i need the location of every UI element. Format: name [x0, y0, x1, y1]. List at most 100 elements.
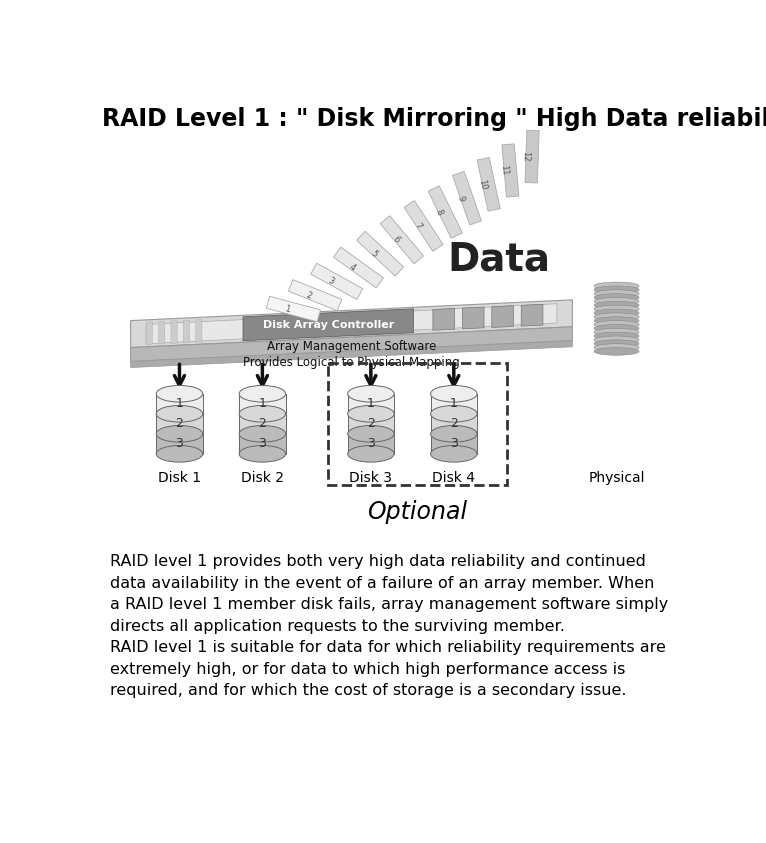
Text: 3: 3 [367, 438, 375, 450]
Polygon shape [243, 309, 414, 341]
Text: 2: 2 [175, 417, 183, 430]
Ellipse shape [430, 405, 477, 422]
Polygon shape [267, 297, 320, 322]
Polygon shape [333, 247, 384, 287]
Ellipse shape [430, 385, 477, 402]
Polygon shape [521, 304, 543, 326]
Polygon shape [311, 263, 363, 299]
Polygon shape [239, 414, 286, 434]
Polygon shape [146, 322, 152, 345]
Text: 2: 2 [258, 417, 267, 430]
Ellipse shape [594, 332, 639, 340]
Polygon shape [463, 307, 484, 329]
Polygon shape [428, 185, 463, 239]
Text: Disk 2: Disk 2 [241, 470, 284, 485]
Ellipse shape [594, 328, 639, 336]
Ellipse shape [239, 426, 286, 442]
Text: Disk 3: Disk 3 [349, 470, 392, 485]
Polygon shape [477, 158, 500, 212]
Polygon shape [239, 434, 286, 454]
Polygon shape [430, 414, 477, 434]
Text: 10: 10 [477, 178, 488, 191]
Text: RAID Level 1 : " Disk Mirroring " High Data reliability: RAID Level 1 : " Disk Mirroring " High D… [102, 107, 766, 132]
Text: Physical: Physical [588, 470, 645, 485]
Ellipse shape [239, 405, 286, 422]
Text: 2: 2 [450, 417, 458, 430]
Text: 5: 5 [369, 249, 379, 259]
Ellipse shape [594, 347, 639, 355]
Text: 8: 8 [434, 207, 444, 217]
Polygon shape [348, 414, 394, 434]
Polygon shape [453, 171, 481, 225]
Polygon shape [131, 341, 572, 368]
Polygon shape [146, 303, 557, 344]
Polygon shape [156, 434, 203, 454]
Polygon shape [380, 216, 424, 264]
Text: 4: 4 [348, 262, 357, 272]
Ellipse shape [156, 426, 203, 442]
Polygon shape [430, 394, 477, 414]
Ellipse shape [594, 286, 639, 293]
Polygon shape [348, 434, 394, 454]
Ellipse shape [348, 385, 394, 402]
Ellipse shape [594, 344, 639, 352]
Polygon shape [492, 306, 513, 327]
Polygon shape [196, 319, 202, 342]
Polygon shape [357, 231, 404, 276]
Text: Data: Data [447, 240, 550, 278]
Ellipse shape [156, 445, 203, 462]
Ellipse shape [594, 336, 639, 344]
Polygon shape [131, 300, 572, 347]
Text: 1: 1 [450, 397, 458, 411]
Text: 1: 1 [258, 397, 267, 411]
Polygon shape [156, 394, 203, 414]
Text: 1: 1 [283, 304, 291, 314]
Ellipse shape [594, 317, 639, 325]
Polygon shape [171, 320, 177, 343]
Ellipse shape [239, 445, 286, 462]
Text: 7: 7 [412, 221, 423, 231]
Text: 9: 9 [456, 194, 466, 202]
Polygon shape [525, 130, 539, 183]
Text: 2: 2 [305, 290, 313, 300]
Text: 1: 1 [367, 397, 375, 411]
Polygon shape [131, 327, 572, 362]
Text: 11: 11 [499, 165, 509, 176]
Ellipse shape [348, 445, 394, 462]
Ellipse shape [594, 290, 639, 298]
Polygon shape [404, 201, 443, 251]
Text: 2: 2 [367, 417, 375, 430]
Text: 12: 12 [521, 151, 531, 162]
Ellipse shape [430, 426, 477, 442]
Ellipse shape [594, 298, 639, 305]
Ellipse shape [156, 385, 203, 402]
Polygon shape [159, 321, 165, 344]
Ellipse shape [239, 385, 286, 402]
Ellipse shape [594, 301, 639, 309]
Polygon shape [183, 320, 189, 343]
Polygon shape [348, 394, 394, 414]
Ellipse shape [594, 313, 639, 320]
Text: 3: 3 [175, 438, 183, 450]
Ellipse shape [594, 325, 639, 332]
Text: 3: 3 [326, 277, 335, 287]
Ellipse shape [594, 282, 639, 290]
Ellipse shape [594, 305, 639, 313]
Text: Array Management Software
Provides Logical to Physical Mapping: Array Management Software Provides Logic… [243, 340, 460, 369]
Text: Optional: Optional [368, 500, 467, 524]
Ellipse shape [594, 309, 639, 317]
Text: Disk 1: Disk 1 [158, 470, 201, 485]
Ellipse shape [594, 320, 639, 328]
Text: 1: 1 [175, 397, 183, 411]
Polygon shape [433, 309, 454, 330]
Polygon shape [430, 434, 477, 454]
Polygon shape [239, 394, 286, 414]
Text: RAID level 1 provides both very high data reliability and continued
data availab: RAID level 1 provides both very high dat… [110, 554, 668, 634]
Text: 3: 3 [258, 438, 267, 450]
Text: RAID level 1 is suitable for data for which reliability requirements are
extreme: RAID level 1 is suitable for data for wh… [110, 640, 666, 698]
Ellipse shape [156, 405, 203, 422]
Polygon shape [288, 280, 342, 311]
Text: 3: 3 [450, 438, 458, 450]
Ellipse shape [594, 340, 639, 347]
Ellipse shape [348, 405, 394, 422]
